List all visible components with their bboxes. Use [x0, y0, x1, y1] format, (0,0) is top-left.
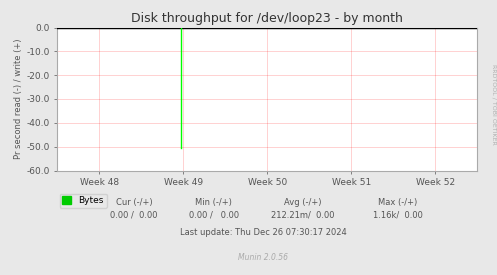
Text: RRDTOOL / TOBI OETIKER: RRDTOOL / TOBI OETIKER: [491, 64, 496, 145]
Text: Munin 2.0.56: Munin 2.0.56: [239, 253, 288, 262]
Y-axis label: Pr second read (-) / write (+): Pr second read (-) / write (+): [14, 39, 23, 159]
Legend: Bytes: Bytes: [60, 194, 107, 208]
Text: 212.21m/  0.00: 212.21m/ 0.00: [271, 210, 335, 219]
Text: 0.00 /  0.00: 0.00 / 0.00: [110, 210, 158, 219]
Text: Max (-/+): Max (-/+): [378, 198, 417, 207]
Text: 0.00 /   0.00: 0.00 / 0.00: [189, 210, 239, 219]
Text: 1.16k/  0.00: 1.16k/ 0.00: [373, 210, 422, 219]
Text: Min (-/+): Min (-/+): [195, 198, 232, 207]
Text: Avg (-/+): Avg (-/+): [284, 198, 322, 207]
Title: Disk throughput for /dev/loop23 - by month: Disk throughput for /dev/loop23 - by mon…: [131, 12, 403, 25]
Text: Cur (-/+): Cur (-/+): [116, 198, 153, 207]
Text: Last update: Thu Dec 26 07:30:17 2024: Last update: Thu Dec 26 07:30:17 2024: [180, 228, 347, 237]
